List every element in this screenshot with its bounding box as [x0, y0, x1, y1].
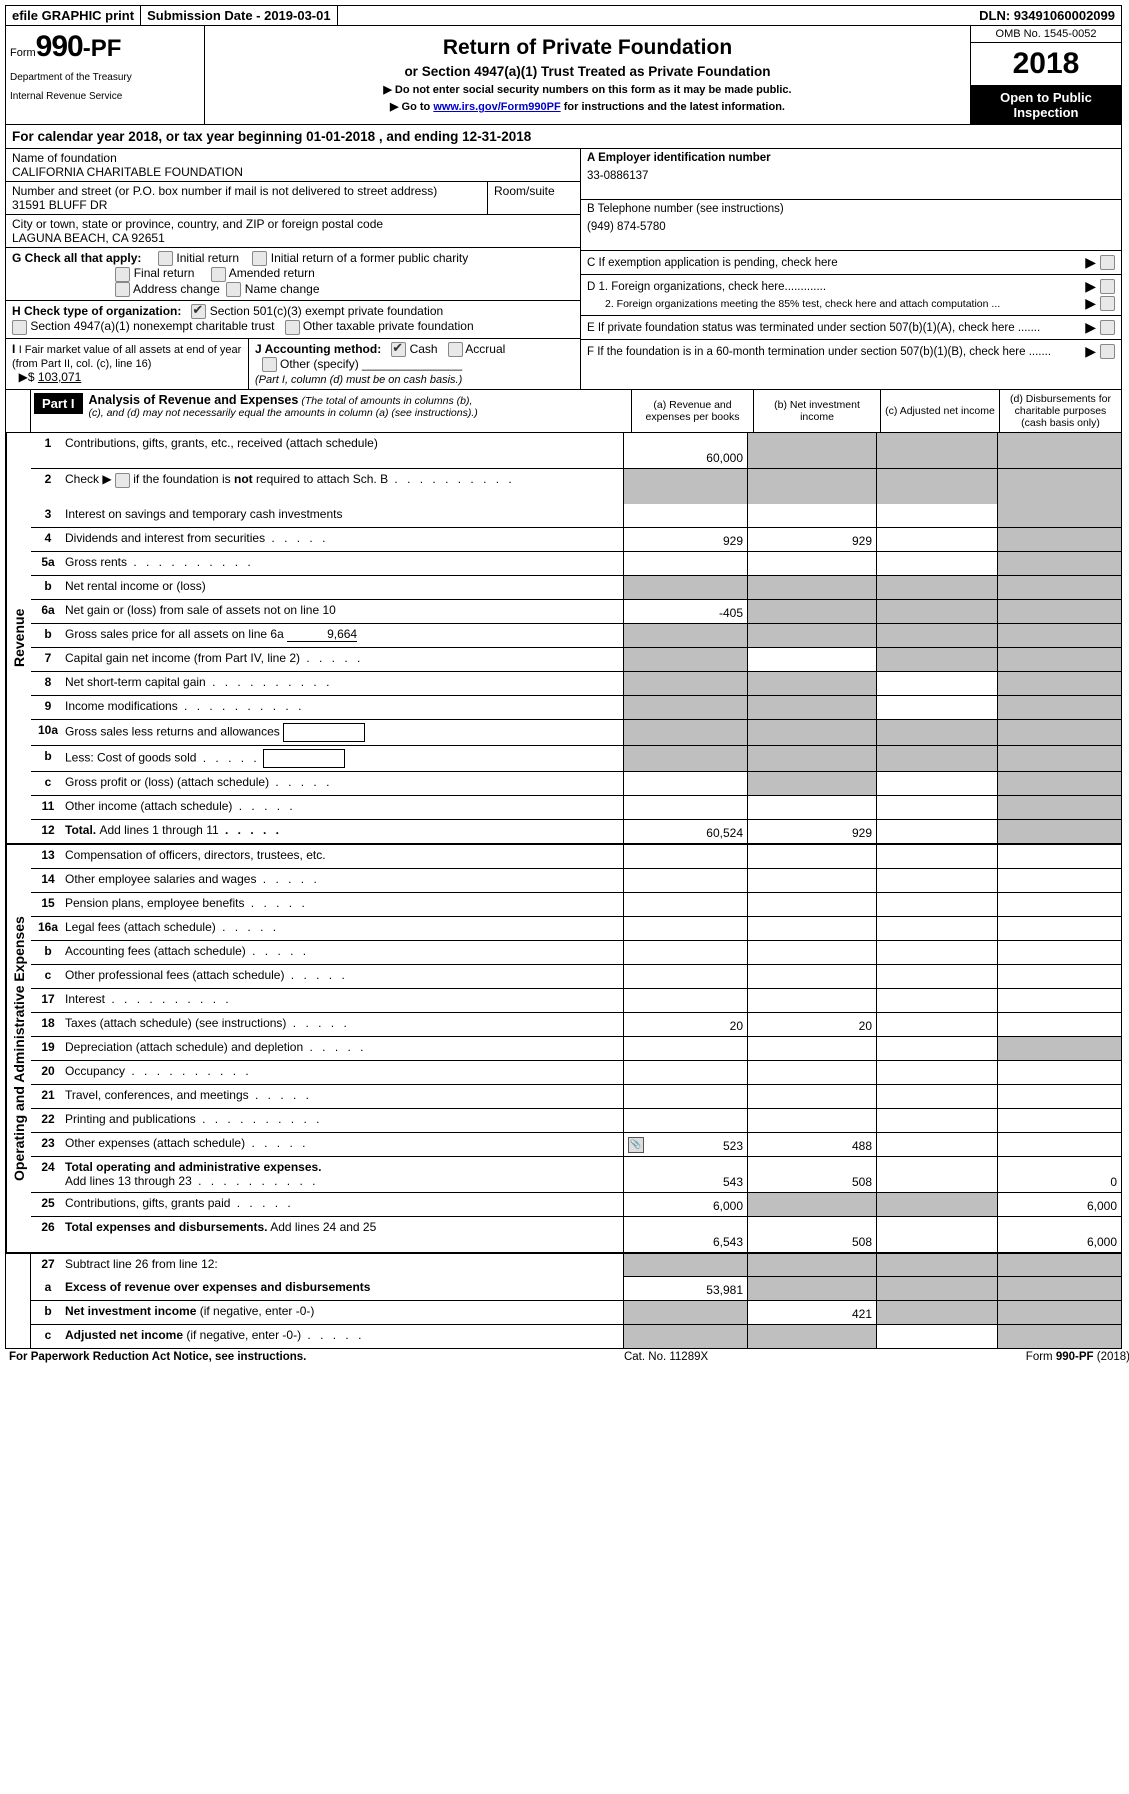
dept-irs: Internal Revenue Service [10, 91, 200, 102]
form-id-block: Form990-PF Department of the Treasury In… [6, 26, 205, 124]
part1-header: Part I Analysis of Revenue and Expenses … [6, 390, 1121, 433]
form-990pf: efile GRAPHIC print Submission Date - 20… [5, 5, 1122, 1349]
submission-date: Submission Date - 2019-03-01 [141, 6, 338, 25]
room-label: Room/suite [494, 184, 574, 198]
col-b-header: (b) Net investment income [754, 390, 881, 432]
60month-check[interactable] [1100, 344, 1115, 359]
cash-check[interactable] [391, 342, 406, 357]
form-title: Return of Private Foundation [211, 36, 964, 60]
exemption-check[interactable] [1100, 255, 1115, 270]
ein-label: A Employer identification number [587, 152, 1115, 164]
ssn-warning: ▶ Do not enter social security numbers o… [211, 83, 964, 96]
form-subtitle: or Section 4947(a)(1) Trust Treated as P… [211, 64, 964, 79]
fmv-value: 103,071 [38, 370, 81, 384]
col-a-header: (a) Revenue and expenses per books [632, 390, 754, 432]
expenses-section: Operating and Administrative Expenses 13… [6, 845, 1121, 1254]
section-h: H Check type of organization: Section 50… [6, 301, 580, 339]
other-taxable-check[interactable] [285, 320, 300, 335]
final-return-check[interactable] [115, 267, 130, 282]
col-c-header: (c) Adjusted net income [881, 390, 1000, 432]
foundation-name: CALIFORNIA CHARITABLE FOUNDATION [12, 165, 574, 179]
name-change-check[interactable] [226, 282, 241, 297]
dln: DLN: 93491060002099 [973, 6, 1121, 25]
cat-no: Cat. No. 11289X [624, 1351, 708, 1363]
line27-section: 27Subtract line 26 from line 12: aExcess… [6, 1254, 1121, 1348]
section-ij: I I Fair market value of all assets at e… [6, 339, 580, 390]
section-g: G Check all that apply: Initial return I… [6, 248, 580, 301]
phone-value: (949) 874-5780 [587, 221, 1115, 233]
form-footer: For Paperwork Reduction Act Notice, see … [5, 1349, 1129, 1365]
revenue-section: Revenue 1Contributions, gifts, grants, e… [6, 433, 1121, 845]
top-bar: efile GRAPHIC print Submission Date - 20… [6, 6, 1121, 26]
omb-number: OMB No. 1545-0052 [971, 26, 1121, 43]
efile-print[interactable]: efile GRAPHIC print [6, 6, 141, 25]
4947-check[interactable] [12, 320, 27, 335]
instructions-link-row: ▶ Go to www.irs.gov/Form990PF for instru… [211, 100, 964, 113]
schb-check[interactable] [115, 473, 130, 488]
form-header: Form990-PF Department of the Treasury In… [6, 26, 1121, 125]
terminated-check[interactable] [1100, 320, 1115, 335]
address-change-check[interactable] [115, 282, 130, 297]
foundation-city: LAGUNA BEACH, CA 92651 [12, 231, 574, 245]
gross-sales-box[interactable] [283, 723, 365, 742]
amended-check[interactable] [211, 267, 226, 282]
foundation-addr: 31591 BLUFF DR [12, 198, 481, 212]
expenses-label: Operating and Administrative Expenses [6, 845, 31, 1252]
phone-label: B Telephone number (see instructions) [587, 203, 1115, 215]
name-label: Name of foundation [12, 151, 574, 165]
foreign-org-check[interactable] [1100, 279, 1115, 294]
form-year-block: OMB No. 1545-0052 2018 Open to Public In… [970, 26, 1121, 124]
city-label: City or town, state or province, country… [12, 217, 574, 231]
form-number-pf: -PF [83, 35, 122, 62]
form-ref: Form 990-PF (2018) [1026, 1351, 1129, 1363]
form-number-990: 990 [36, 30, 83, 63]
c-exemption: C If exemption application is pending, c… [587, 257, 1081, 269]
foreign-85-check[interactable] [1100, 296, 1115, 311]
ein-value: 33-0886137 [587, 170, 1115, 182]
form-title-block: Return of Private Foundation or Section … [205, 26, 970, 124]
dept-treasury: Department of the Treasury [10, 72, 200, 83]
arrow-icon: ▶ [1085, 254, 1096, 271]
part1-label: Part I [34, 393, 83, 414]
revenue-label: Revenue [6, 433, 31, 843]
e-terminated: E If private foundation status was termi… [587, 322, 1081, 334]
tax-year: 2018 [971, 43, 1121, 86]
addr-label: Number and street (or P.O. box number if… [12, 184, 481, 198]
paperwork-notice: For Paperwork Reduction Act Notice, see … [9, 1351, 306, 1363]
other-method-check[interactable] [262, 357, 277, 372]
attachment-icon[interactable]: 📎 [628, 1137, 644, 1153]
entity-info: Name of foundation CALIFORNIA CHARITABLE… [6, 149, 1121, 390]
calendar-year-row: For calendar year 2018, or tax year begi… [6, 125, 1121, 149]
501c3-check[interactable] [191, 304, 206, 319]
initial-former-check[interactable] [252, 251, 267, 266]
open-to-public: Open to Public Inspection [971, 86, 1121, 124]
irs-link[interactable]: www.irs.gov/Form990PF [433, 101, 560, 113]
col-d-header: (d) Disbursements for charitable purpose… [1000, 390, 1121, 432]
initial-return-check[interactable] [158, 251, 173, 266]
f-termination: F If the foundation is in a 60-month ter… [587, 346, 1081, 358]
accrual-check[interactable] [448, 342, 463, 357]
cogs-box[interactable] [263, 749, 345, 768]
